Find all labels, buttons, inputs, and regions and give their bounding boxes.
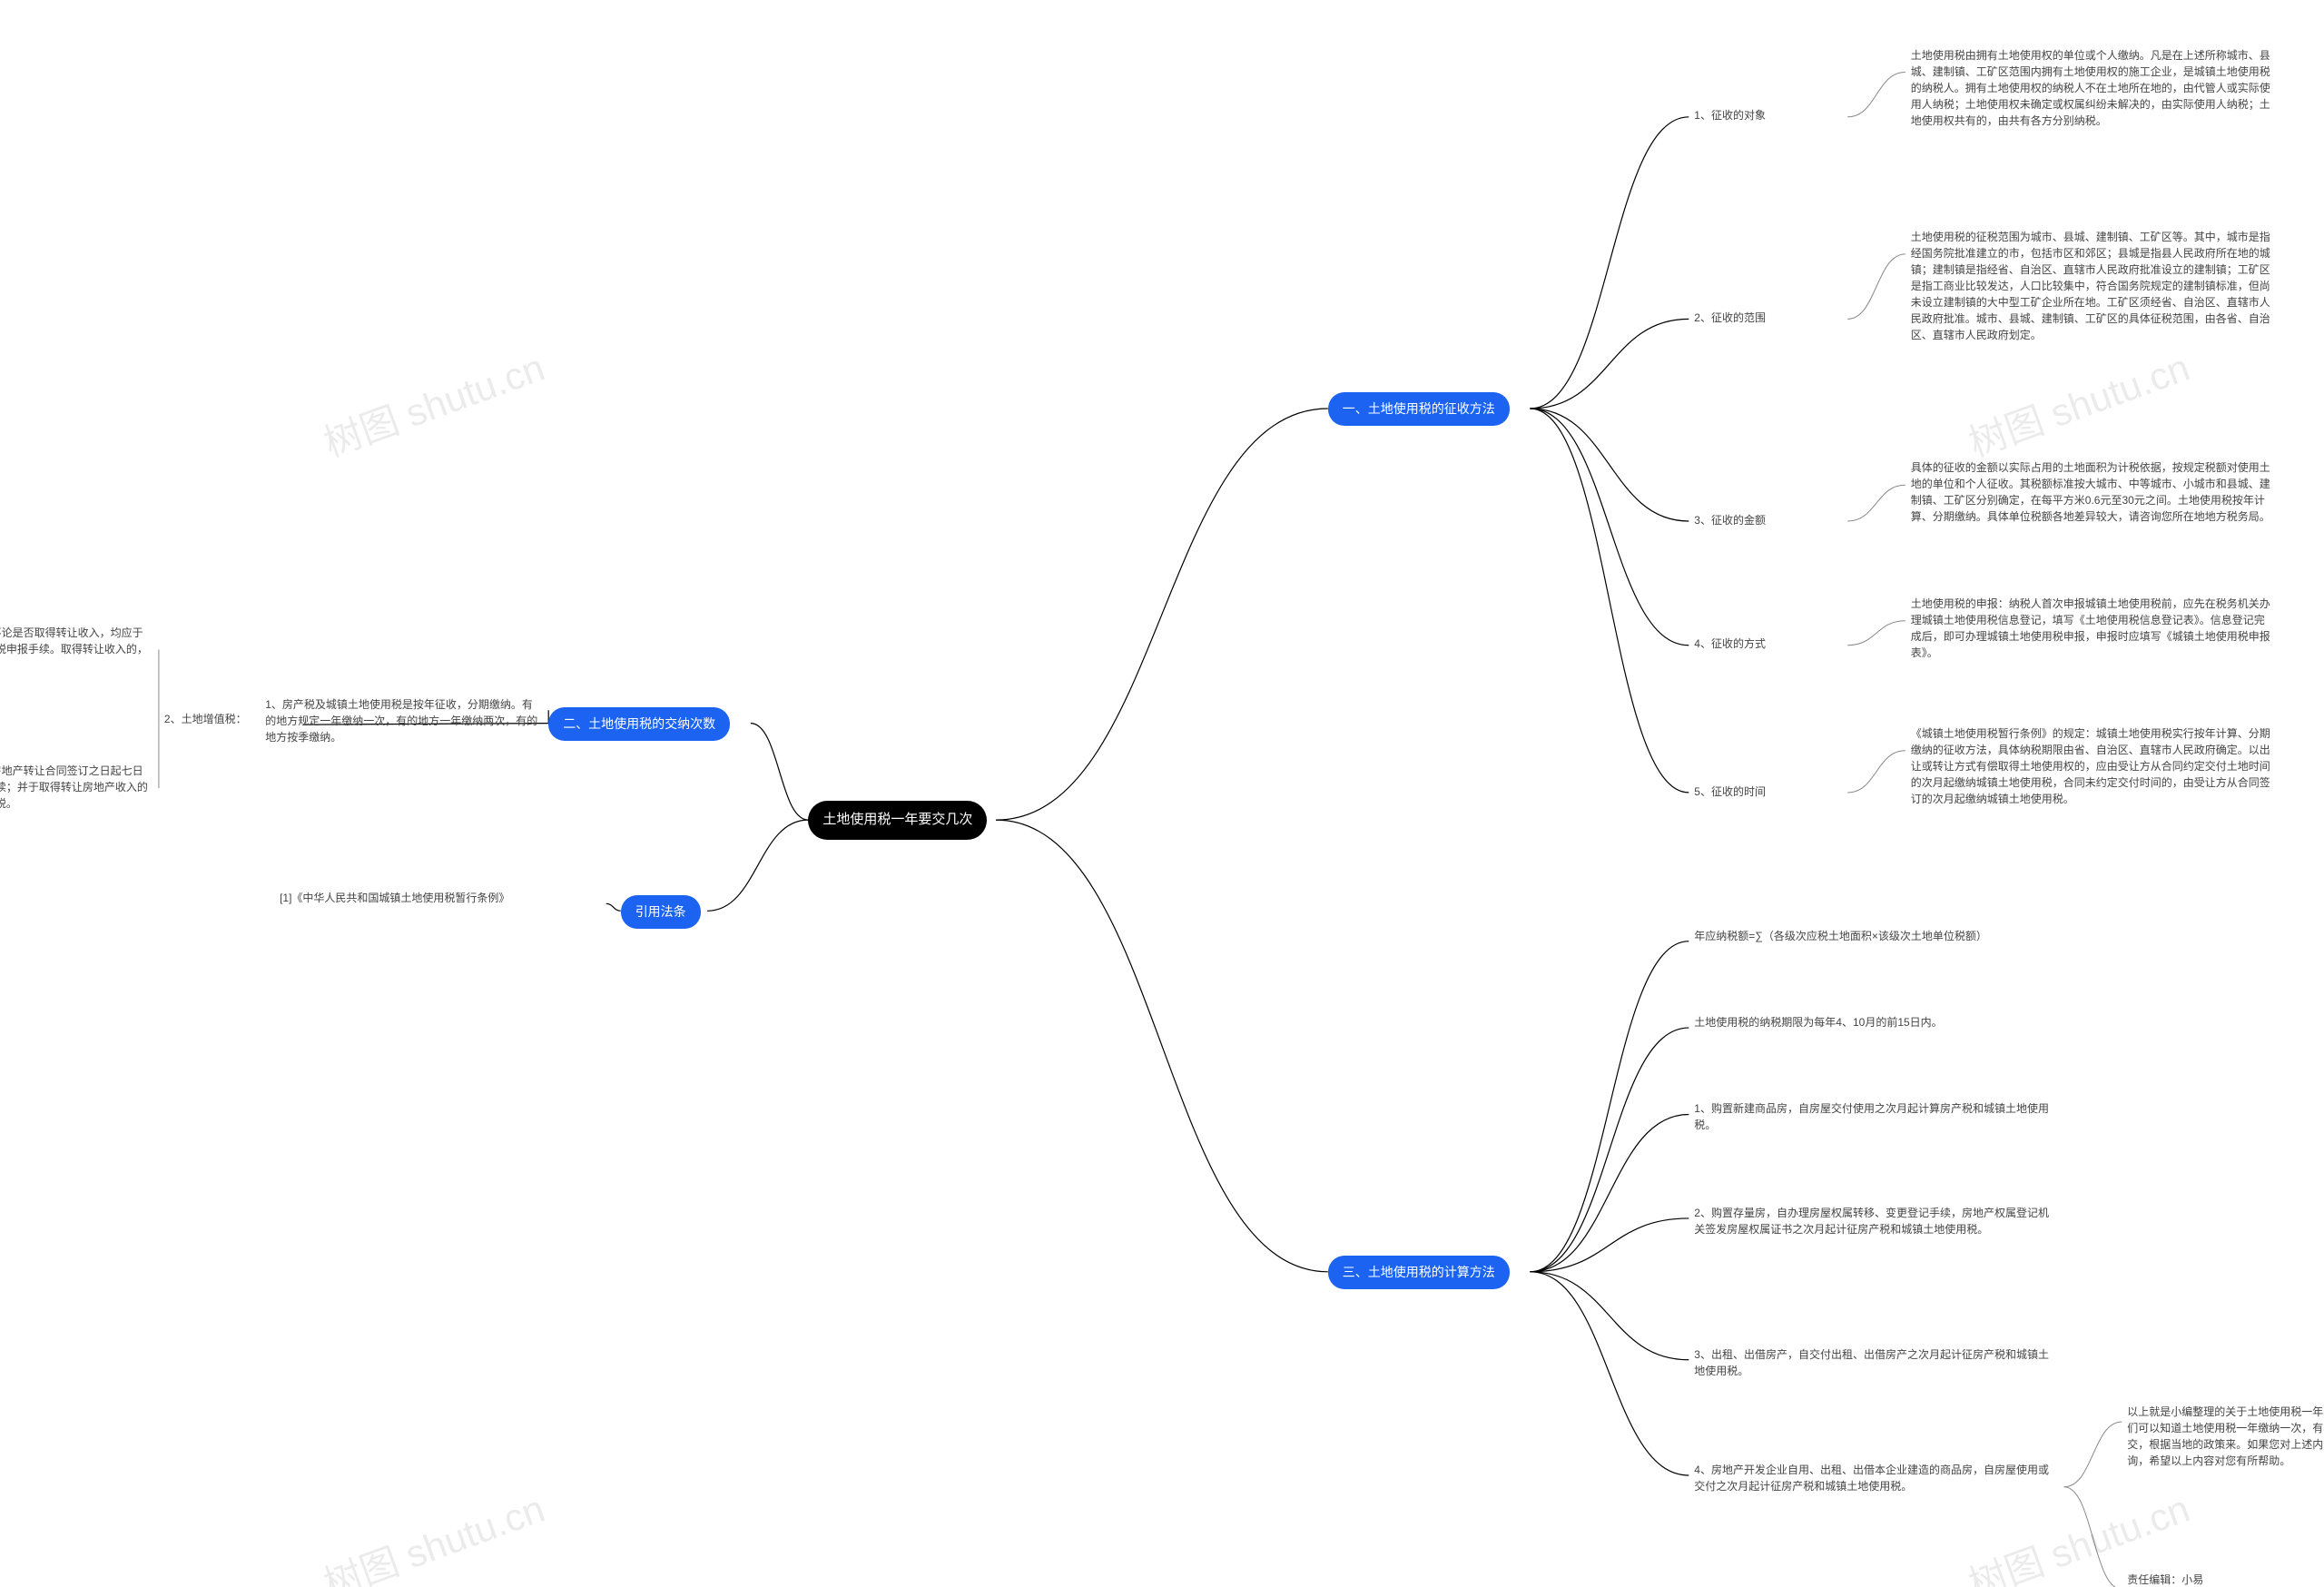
b4c1: [1]《中华人民共和国城镇土地使用税暂行条例》 bbox=[274, 886, 606, 910]
root-node-label: 土地使用税一年要交几次 bbox=[822, 812, 972, 827]
b1c2-label: 2、征收的范围 bbox=[1694, 311, 1766, 324]
b2c2: 2、土地增值税： bbox=[159, 707, 303, 731]
b1c5-detail-label: 《城镇土地使用税暂行条例》的规定：城镇土地使用税实行按年计算、分期缴纳的征收方法… bbox=[1911, 727, 2270, 805]
b2c2-sub0-label: （1）房地产开发企业，不论是否取得转让收入，均应于每季终了后十日内办理纳税申报手… bbox=[0, 626, 148, 672]
b3c3-detail: 1、购置新建商品房，自房屋交付使用之次月起计算房产税和城镇土地使用税。 bbox=[1689, 1097, 2063, 1137]
b1c1: 1、征收的对象 bbox=[1689, 104, 1847, 127]
b1c5-detail: 《城镇土地使用税暂行条例》的规定：城镇土地使用税实行按年计算、分期缴纳的征收方法… bbox=[1905, 722, 2280, 811]
watermark: 树图 shutu.cn bbox=[315, 338, 551, 468]
b4-label: 引用法条 bbox=[635, 904, 686, 919]
b1c2: 2、征收的范围 bbox=[1689, 306, 1847, 330]
b3c6-sub0: 以上就是小编整理的关于土地使用税一年要交几次的内容，从上面的内容我们可以知道土地… bbox=[2122, 1400, 2324, 1473]
b1c3: 3、征收的金额 bbox=[1689, 508, 1847, 532]
b3c1-detail-label: 年应纳税额=∑（各级次应税土地面积×该级次土地单位税额） bbox=[1694, 930, 1987, 942]
mindmap-canvas: 树图 shutu.cn树图 shutu.cn树图 shutu.cn树图 shut… bbox=[0, 0, 2324, 1587]
b1c3-detail-label: 具体的征收的金额以实际占用的土地面积为计税依据，按规定税额对使用土地的单位和个人… bbox=[1911, 461, 2270, 523]
b2: 二、土地使用税的交纳次数 bbox=[548, 707, 730, 741]
b3c1-detail: 年应纳税额=∑（各级次应税土地面积×该级次土地单位税额） bbox=[1689, 924, 2063, 948]
b3c6-sub1: 责任编辑：小易 bbox=[2122, 1568, 2324, 1587]
b3c5-detail: 3、出租、出借房产，自交付出租、出借房产之次月起计征房产税和城镇土地使用税。 bbox=[1689, 1343, 2063, 1383]
b3c2-detail-label: 土地使用税的纳税期限为每年4、10月的前15日内。 bbox=[1694, 1016, 1942, 1029]
b1c1-detail-label: 土地使用税由拥有土地使用权的单位或个人缴纳。凡是在上述所称城市、县城、建制镇、工… bbox=[1911, 49, 2270, 127]
b1c4-label: 4、征收的方式 bbox=[1694, 637, 1766, 650]
b3c6-detail-label: 4、房地产开发企业自用、出租、出借本企业建造的商品房，自房屋使用或交付之次月起计… bbox=[1694, 1464, 2049, 1493]
b1c5-label: 5、征收的时间 bbox=[1694, 785, 1766, 798]
b3c4-detail: 2、购置存量房，自办理房屋权属转移、变更登记手续，房地产权属登记机关签发房屋权属… bbox=[1689, 1201, 2063, 1241]
b3c2-detail: 土地使用税的纳税期限为每年4、10月的前15日内。 bbox=[1689, 1010, 2063, 1034]
b1c3-label: 3、征收的金额 bbox=[1694, 514, 1766, 527]
b4: 引用法条 bbox=[621, 895, 701, 929]
b3c6-sub0-label: 以上就是小编整理的关于土地使用税一年要交几次的内容，从上面的内容我们可以知道土地… bbox=[2127, 1405, 2324, 1467]
root-node: 土地使用税一年要交几次 bbox=[808, 801, 987, 840]
b2c2-label: 2、土地增值税： bbox=[164, 713, 247, 725]
b2c2-sub1-label: （2）其他纳税人均应自房地产转让合同签订之日起七日内，办理纳税登记申报手续；并于… bbox=[0, 764, 148, 810]
b2c2-sub1: （2）其他纳税人均应自房地产转让合同签订之日起七日内，办理纳税登记申报手续；并于… bbox=[0, 759, 159, 815]
b1c4-detail: 土地使用税的申报：纳税人首次申报城镇土地使用税前，应先在税务机关办理城镇土地使用… bbox=[1905, 592, 2280, 665]
b1c4-detail-label: 土地使用税的申报：纳税人首次申报城镇土地使用税前，应先在税务机关办理城镇土地使用… bbox=[1911, 597, 2270, 659]
b2c2-sub0: （1）房地产开发企业，不论是否取得转让收入，均应于每季终了后十日内办理纳税申报手… bbox=[0, 621, 159, 677]
b3c3-detail-label: 1、购置新建商品房，自房屋交付使用之次月起计算房产税和城镇土地使用税。 bbox=[1694, 1102, 2049, 1131]
watermark: 树图 shutu.cn bbox=[315, 1478, 551, 1587]
b1c2-detail: 土地使用税的征税范围为城市、县城、建制镇、工矿区等。其中，城市是指经国务院批准建… bbox=[1905, 225, 2280, 347]
b1: 一、土地使用税的征收方法 bbox=[1328, 392, 1510, 426]
watermark: 树图 shutu.cn bbox=[1961, 338, 2197, 468]
b3c6-detail: 4、房地产开发企业自用、出租、出借本企业建造的商品房，自房屋使用或交付之次月起计… bbox=[1689, 1458, 2063, 1498]
b1c2-detail-label: 土地使用税的征税范围为城市、县城、建制镇、工矿区等。其中，城市是指经国务院批准建… bbox=[1911, 231, 2270, 341]
b1c4: 4、征收的方式 bbox=[1689, 632, 1847, 656]
b3-label: 三、土地使用税的计算方法 bbox=[1343, 1265, 1495, 1279]
b1c3-detail: 具体的征收的金额以实际占用的土地面积为计税依据，按规定税额对使用土地的单位和个人… bbox=[1905, 456, 2280, 528]
b3c5-detail-label: 3、出租、出借房产，自交付出租、出借房产之次月起计征房产税和城镇土地使用税。 bbox=[1694, 1348, 2049, 1377]
b3c6-sub1-label: 责任编辑：小易 bbox=[2127, 1573, 2203, 1586]
b4c1-label: [1]《中华人民共和国城镇土地使用税暂行条例》 bbox=[280, 892, 509, 904]
b3c4-detail-label: 2、购置存量房，自办理房屋权属转移、变更登记手续，房地产权属登记机关签发房屋权属… bbox=[1694, 1207, 2049, 1236]
b3: 三、土地使用税的计算方法 bbox=[1328, 1256, 1510, 1289]
b2-label: 二、土地使用税的交纳次数 bbox=[563, 716, 715, 731]
b1c1-label: 1、征收的对象 bbox=[1694, 109, 1766, 122]
b1-label: 一、土地使用税的征收方法 bbox=[1343, 401, 1495, 416]
b1c1-detail: 土地使用税由拥有土地使用权的单位或个人缴纳。凡是在上述所称城市、县城、建制镇、工… bbox=[1905, 44, 2280, 133]
b1c5: 5、征收的时间 bbox=[1689, 780, 1847, 803]
b2c1-label: 1、房产税及城镇土地使用税是按年征收，分期缴纳。有的地方规定一年缴纳一次，有的地… bbox=[265, 698, 537, 744]
